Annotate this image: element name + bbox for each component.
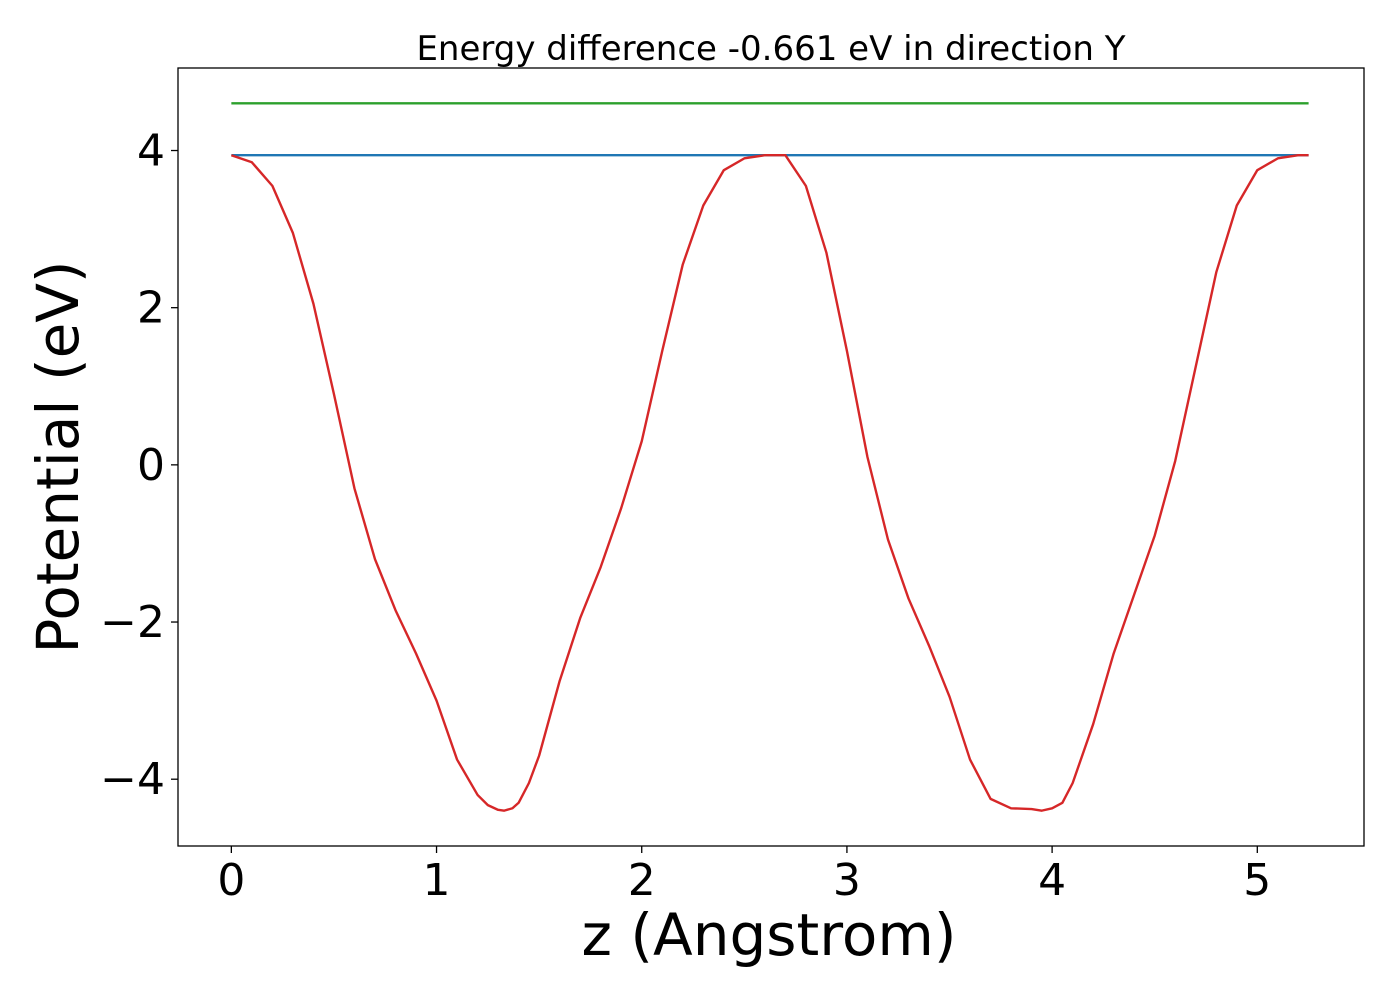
x-tick-label: 0 (217, 855, 245, 906)
x-tick-label: 3 (833, 855, 861, 906)
y-tick-label: −4 (100, 754, 165, 805)
y-tick-label: 4 (137, 126, 165, 177)
plot-frame (177, 67, 1365, 847)
y-tick-label: −2 (100, 597, 165, 648)
x-axis-label: z (Angstrom) (582, 901, 957, 969)
y-axis-label: Potential (eV) (24, 260, 92, 653)
chart-title: Energy difference -0.661 eV in direction… (416, 29, 1125, 69)
y-tick-label: 0 (137, 440, 165, 491)
series-line-2 (230, 154, 1309, 812)
y-axis: −4 −2 0 2 4 (100, 126, 178, 805)
y-tick-label: 2 (137, 283, 165, 334)
x-tick-label: 5 (1243, 855, 1271, 906)
x-tick-label: 4 (1038, 855, 1066, 906)
x-tick-label: 1 (423, 855, 451, 906)
x-tick-label: 2 (628, 855, 656, 906)
x-axis: 0 1 2 3 4 5 (217, 846, 1271, 906)
plot-layer (230, 102, 1309, 812)
